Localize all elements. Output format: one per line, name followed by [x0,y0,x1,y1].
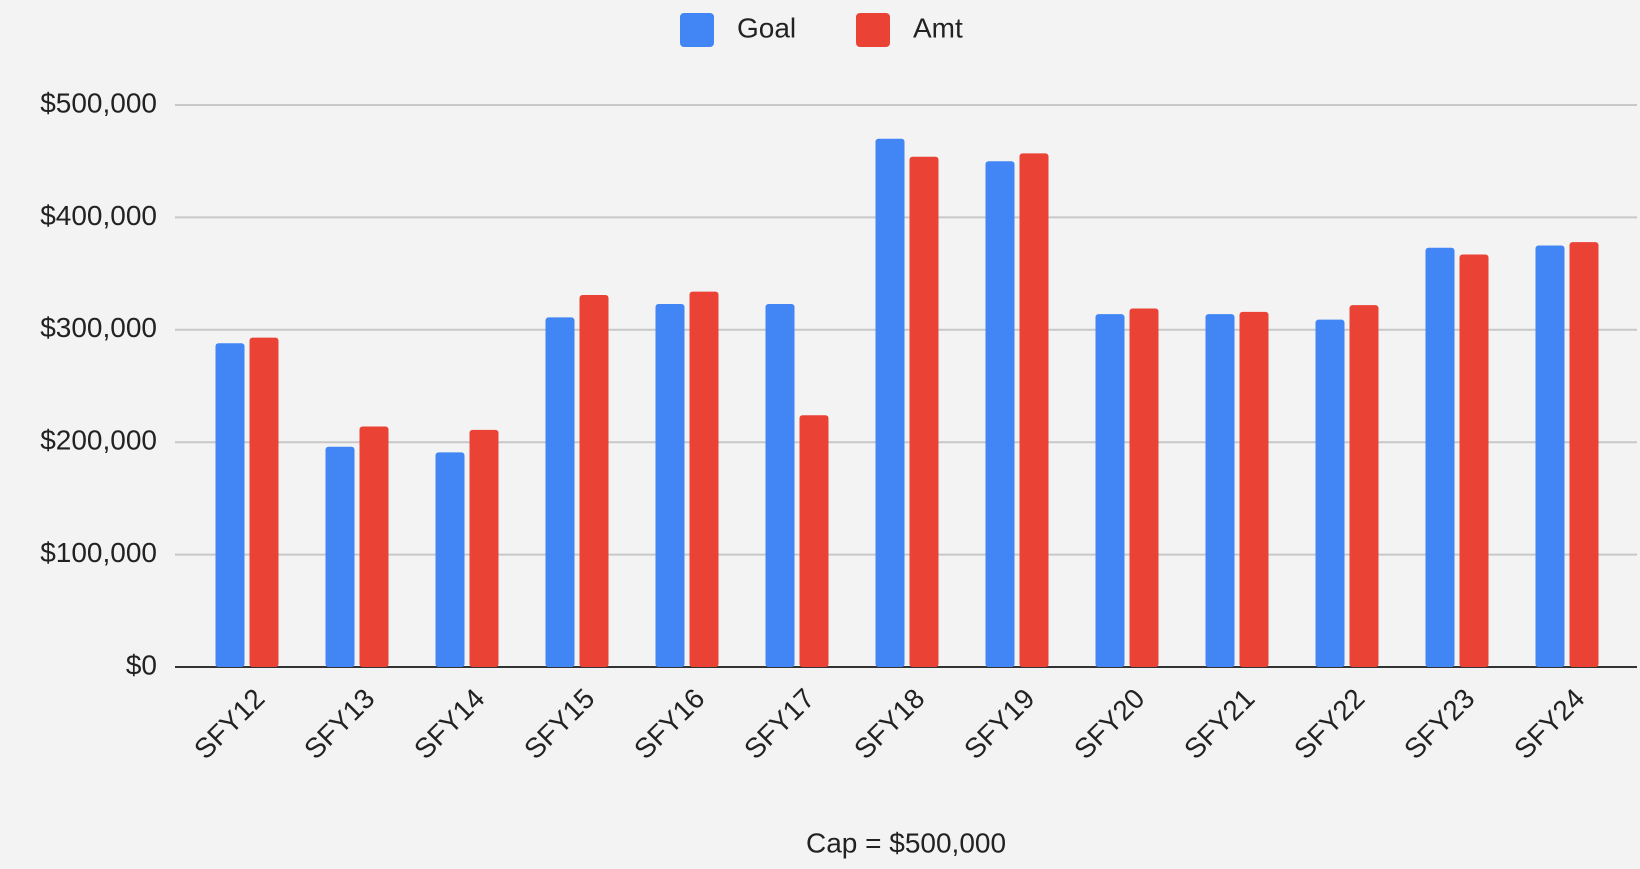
legend-swatch [856,13,890,47]
bar [249,337,279,667]
y-tick-label: $300,000 [40,312,157,343]
bar [1205,314,1235,667]
bar [689,291,719,667]
y-tick-label: $500,000 [40,87,157,118]
bar [1315,319,1345,667]
bar [1425,247,1455,668]
bar [215,343,245,667]
legend-label: Amt [913,12,963,43]
bar [655,303,685,667]
bar [909,156,939,668]
bar [1349,305,1379,667]
bar [435,452,465,667]
bar [875,138,905,668]
bar [1459,254,1489,667]
bar [1535,245,1565,667]
legend-swatch [680,13,714,47]
bar [1019,153,1049,667]
bar [985,161,1015,667]
bar [1239,311,1269,667]
bar [1129,308,1159,667]
bar [1095,314,1125,667]
bar [359,426,389,667]
y-tick-label: $0 [126,649,157,680]
bar [469,429,499,667]
bar [765,303,795,667]
y-tick-label: $100,000 [40,537,157,568]
bar [545,317,575,667]
legend-label: Goal [737,12,796,43]
bar [579,294,609,667]
y-tick-label: $400,000 [40,200,157,231]
y-tick-label: $200,000 [40,425,157,456]
bar [1569,242,1599,668]
bar [325,446,355,667]
bar [799,415,829,667]
x-axis-label: Cap = $500,000 [806,827,1006,858]
